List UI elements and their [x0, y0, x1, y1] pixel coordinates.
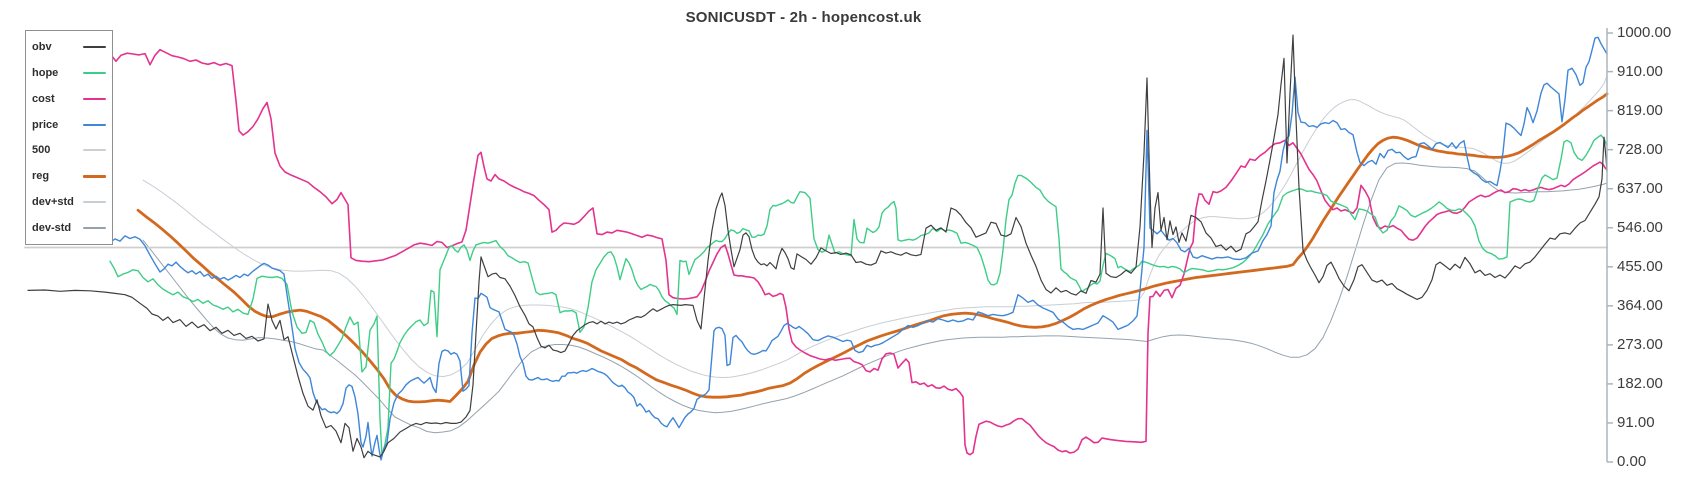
legend-item-label: cost: [32, 92, 55, 105]
legend-item-dev-std: dev+std: [32, 196, 106, 208]
legend-item-obv: obv: [32, 41, 106, 53]
series-cost: [109, 48, 1608, 456]
legend-item-reg: reg: [32, 170, 106, 182]
legend-line-swatch: [83, 97, 106, 100]
legend-line-swatch: [83, 227, 106, 230]
legend-line-swatch: [83, 174, 106, 178]
series-dev+std: [142, 75, 1608, 378]
y-axis-tick-label: 910.00: [1617, 62, 1663, 80]
y-axis-tick-label: 728.00: [1617, 140, 1663, 158]
y-axis-tick-label: 273.00: [1617, 335, 1663, 353]
y-axis-tick-label: 0.00: [1617, 453, 1647, 470]
y-axis-tick-label: 364.00: [1617, 296, 1663, 314]
series-hope: [109, 134, 1608, 457]
y-axis-tick-label: 182.00: [1617, 374, 1663, 392]
y-axis-tick-label: 546.00: [1617, 218, 1663, 236]
legend-item-dev-std: dev-std: [32, 222, 106, 234]
legend-item-label: dev+std: [32, 196, 74, 209]
legend-item-label: price: [32, 118, 59, 131]
chart-title: SONICUSDT - 2h - hopencost.uk: [685, 9, 922, 26]
series-reg: [136, 92, 1609, 404]
legend-item-label: reg: [32, 170, 50, 183]
legend-item-label: 500: [32, 144, 51, 157]
series-obv: [27, 34, 1608, 459]
y-axis-tick-label: 637.00: [1617, 179, 1663, 197]
legend-line-swatch: [83, 45, 106, 48]
legend-item-price: price: [32, 119, 106, 131]
legend-item-500: 500: [32, 144, 106, 156]
legend-line-swatch: [83, 201, 106, 204]
legend-line-swatch: [83, 123, 106, 126]
legend: obv hope cost price 500 reg dev+std dev-std: [25, 30, 113, 245]
legend-item-label: obv: [32, 40, 52, 53]
legend-item-label: dev-std: [32, 222, 72, 235]
y-axis-tick-label: 1000.00: [1617, 24, 1672, 41]
series-dev-std: [142, 162, 1608, 434]
legend-item-cost: cost: [32, 93, 106, 105]
legend-item-label: hope: [32, 66, 59, 79]
y-axis-tick-label: 455.00: [1617, 257, 1663, 275]
legend-line-swatch: [83, 71, 106, 74]
legend-line-swatch: [83, 149, 106, 152]
y-axis-tick-label: 819.00: [1617, 101, 1663, 119]
y-axis-tick-label: 91.00: [1617, 413, 1655, 431]
series-price: [109, 36, 1608, 461]
legend-item-hope: hope: [32, 67, 106, 79]
